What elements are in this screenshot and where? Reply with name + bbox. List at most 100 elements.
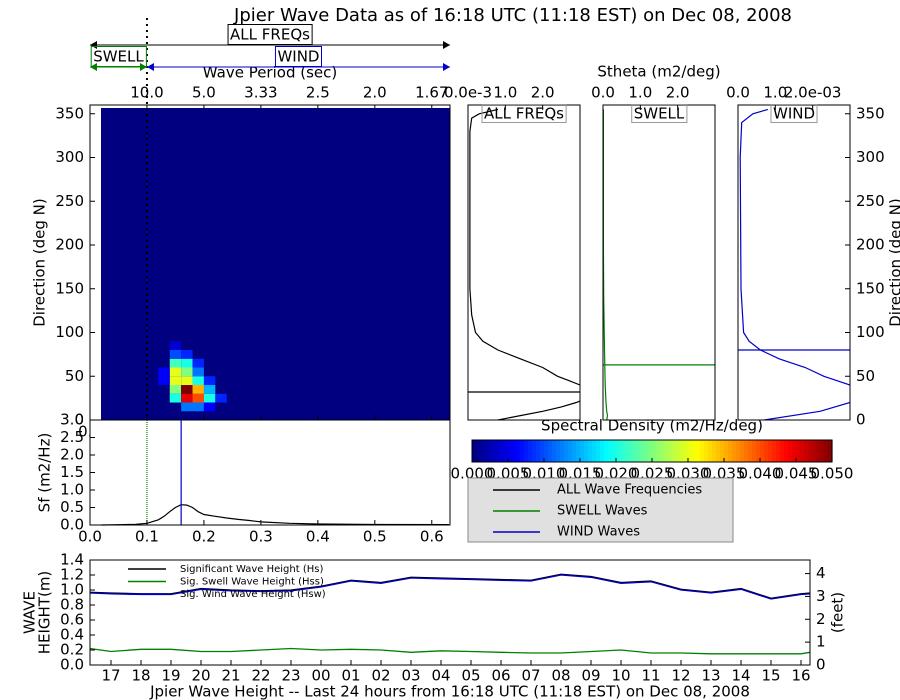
- heatmap-cell: [158, 367, 170, 377]
- colorbar-swatch: [800, 440, 805, 462]
- colorbar-swatch: [792, 440, 797, 462]
- heatmap-cell: [192, 402, 204, 412]
- colorbar-swatch: [620, 440, 625, 462]
- colorbar-swatch: [688, 440, 693, 462]
- series-line: [89, 647, 811, 655]
- y-tick-label: 50: [65, 367, 84, 385]
- colorbar-swatch: [700, 440, 705, 462]
- heatmap-cell: [203, 376, 216, 386]
- colorbar-swatch: [808, 440, 813, 462]
- heatmap-cell: [192, 393, 204, 403]
- x-tick-label: 04: [431, 667, 450, 685]
- colorbar-swatch: [588, 440, 593, 462]
- x-tick-label: 0.6: [420, 528, 444, 546]
- x-tick-label: 21: [221, 667, 240, 685]
- colorbar-tick-label: 0.040: [739, 465, 782, 483]
- colorbar-swatch: [616, 440, 621, 462]
- arrow-head: [443, 41, 450, 49]
- colorbar-swatch: [676, 440, 681, 462]
- colorbar-swatch: [532, 440, 537, 462]
- annotation-box: [90, 46, 147, 67]
- heatmap-cell: [181, 376, 193, 386]
- y-tick-label: 0.0: [60, 656, 84, 674]
- y-tick-label: 0.6: [60, 611, 84, 629]
- colorbar-swatch: [536, 440, 541, 462]
- heatmap-cell: [158, 376, 170, 386]
- heatmap-cell: [169, 367, 182, 377]
- colorbar-swatch: [760, 440, 765, 462]
- x-tick-label: 17: [101, 667, 120, 685]
- colorbar-swatch: [500, 440, 505, 462]
- arrow-head: [443, 63, 450, 71]
- y2-tick-label: 4: [816, 564, 826, 582]
- annotation-label: WIND: [277, 48, 319, 66]
- y-tick-label: 350: [55, 104, 84, 122]
- colorbar-swatch: [548, 440, 553, 462]
- x-tick-label: 11: [641, 667, 660, 685]
- colorbar-swatch: [736, 440, 741, 462]
- x-tick-label: 16: [791, 667, 810, 685]
- heatmap-cell: [192, 376, 204, 386]
- heatmap-cell: [181, 384, 193, 394]
- colorbar-swatch: [496, 440, 501, 462]
- x-tick-label: 0.2: [192, 528, 216, 546]
- heatmap-cell: [181, 367, 193, 377]
- heatmap-cell: [192, 358, 204, 368]
- y-tick-label: 0.4: [60, 626, 84, 644]
- y-tick-label: 100: [856, 323, 885, 341]
- direction-curve: [739, 108, 850, 420]
- x-tick-label: 09: [581, 667, 600, 685]
- colorbar-swatch: [732, 440, 737, 462]
- heatmap-cell: [181, 402, 193, 412]
- x-tick-label: 13: [701, 667, 720, 685]
- colorbar-swatch: [660, 440, 665, 462]
- panel-title-box: [770, 104, 818, 123]
- colorbar-tick-label: 0.045: [775, 465, 818, 483]
- spectrum-line: [101, 504, 449, 526]
- y-axis-label: HEIGHT(m): [36, 571, 54, 655]
- colorbar-tick-label: 0.050: [811, 465, 854, 483]
- y-tick-label: 200: [55, 236, 84, 254]
- x-tick-label: 1.0: [493, 84, 517, 102]
- x-tick-label: 0.0: [78, 528, 102, 546]
- x-tick-label: 0.3: [249, 528, 273, 546]
- colorbar-swatch: [692, 440, 697, 462]
- x-tick-label: 23: [281, 667, 300, 685]
- colorbar-swatch: [544, 440, 549, 462]
- colorbar-swatch: [584, 440, 589, 462]
- legend-label: Significant Wave Height (Hs): [180, 564, 323, 575]
- annotation-label: SWELL: [93, 48, 144, 66]
- colorbar-swatch: [708, 440, 713, 462]
- y-tick-label: 150: [55, 279, 84, 297]
- x2-tick-label: 2.0: [363, 84, 387, 102]
- x-tick-label: 02: [371, 667, 390, 685]
- colorbar-swatch: [608, 440, 613, 462]
- x2-tick-label: 2.5: [306, 84, 330, 102]
- x-tick-label: 15: [761, 667, 780, 685]
- panel-title-box: [631, 104, 688, 123]
- colorbar-swatch: [520, 440, 525, 462]
- x-tick-label: 14: [731, 667, 750, 685]
- panel-title-box: [481, 104, 567, 123]
- colorbar-swatch: [472, 440, 477, 462]
- colorbar-swatch: [668, 440, 673, 462]
- heatmap-cell: [169, 341, 182, 351]
- colorbar-swatch: [568, 440, 573, 462]
- y-tick-label: 0.2: [60, 641, 84, 659]
- x2-axis-label: Wave Period (sec): [203, 64, 337, 82]
- y-tick-label: 300: [856, 148, 885, 166]
- y-tick-label: 1.0: [60, 581, 84, 599]
- x-axis-label: Stheta (m2/deg): [597, 63, 720, 81]
- heatmap-cell: [169, 384, 182, 394]
- x-tick-label: 22: [251, 667, 270, 685]
- heatmap-cell: [192, 384, 204, 394]
- colorbar-swatch: [596, 440, 601, 462]
- x2-tick-label: 1.67: [415, 84, 448, 102]
- colorbar-swatch: [744, 440, 749, 462]
- x-tick-label: 1.0: [763, 84, 787, 102]
- colorbar-swatch: [796, 440, 801, 462]
- colorbar-swatch: [528, 440, 533, 462]
- x-axis-label: Jpier Wave Height -- Last 24 hours from …: [149, 683, 750, 700]
- colorbar-swatch: [564, 440, 569, 462]
- y-tick-label: 1.0: [60, 481, 84, 499]
